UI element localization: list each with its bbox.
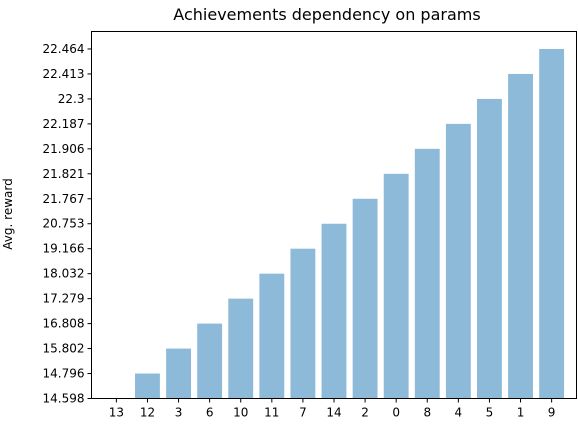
y-tick-label: 17.279 xyxy=(43,292,85,306)
chart-title: Achievements dependency on params xyxy=(173,5,480,24)
x-tick-label: 5 xyxy=(486,406,494,420)
x-tick-label: 11 xyxy=(264,406,279,420)
y-tick-label: 14.598 xyxy=(43,392,85,406)
bar-7 xyxy=(290,248,316,399)
y-tick-label: 22.187 xyxy=(43,117,85,131)
bar-12 xyxy=(135,373,160,399)
y-tick-label: 15.802 xyxy=(43,342,85,356)
x-tick-label: 4 xyxy=(455,406,463,420)
x-tick-label: 13 xyxy=(109,406,124,420)
y-tick-label: 22.413 xyxy=(43,67,85,81)
bar-11 xyxy=(259,273,285,399)
x-tick-label: 1 xyxy=(517,406,525,420)
bar-8 xyxy=(414,148,440,399)
y-tick-label: 18.032 xyxy=(43,267,85,281)
y-tick-label: 14.796 xyxy=(43,367,85,381)
x-axis-ticks: 13 12 3 6 10 11 7 14 2 0 8 4 5 1 9 xyxy=(109,398,556,420)
bar-4 xyxy=(445,123,471,399)
x-tick-label: 14 xyxy=(326,406,341,420)
x-tick-label: 0 xyxy=(392,406,400,420)
y-tick-label: 22.464 xyxy=(43,42,85,56)
x-tick-label: 10 xyxy=(233,406,248,420)
y-tick-label: 21.906 xyxy=(43,142,85,156)
x-tick-label: 7 xyxy=(299,406,307,420)
bar-9 xyxy=(539,48,565,399)
bars-layer xyxy=(135,48,565,399)
y-tick-label: 16.808 xyxy=(43,317,85,331)
x-tick-label: 8 xyxy=(423,406,431,420)
x-tick-label: 6 xyxy=(206,406,214,420)
bar-14 xyxy=(321,223,347,399)
y-tick-label: 22.3 xyxy=(58,92,85,106)
bar-1 xyxy=(508,73,533,399)
y-tick-label: 21.767 xyxy=(43,192,85,206)
x-tick-label: 2 xyxy=(361,406,369,420)
bar-3 xyxy=(166,348,191,399)
bar-10 xyxy=(228,298,254,399)
bar-2 xyxy=(352,198,378,399)
y-tick-label: 21.821 xyxy=(43,167,85,181)
x-tick-label: 12 xyxy=(140,406,155,420)
y-tick-label: 20.753 xyxy=(43,217,85,231)
x-tick-label: 9 xyxy=(548,406,556,420)
bar-6 xyxy=(197,323,223,399)
y-axis-ticks: 14.598 14.796 15.802 16.808 17.279 18.032 19.1… xyxy=(43,42,92,406)
plot-frame xyxy=(91,31,577,399)
bar-0 xyxy=(383,173,409,399)
y-tick-label: 19.166 xyxy=(43,242,85,256)
x-tick-label: 3 xyxy=(175,406,183,420)
y-axis-label: Avg. reward xyxy=(1,178,15,249)
bar-5 xyxy=(477,98,502,399)
